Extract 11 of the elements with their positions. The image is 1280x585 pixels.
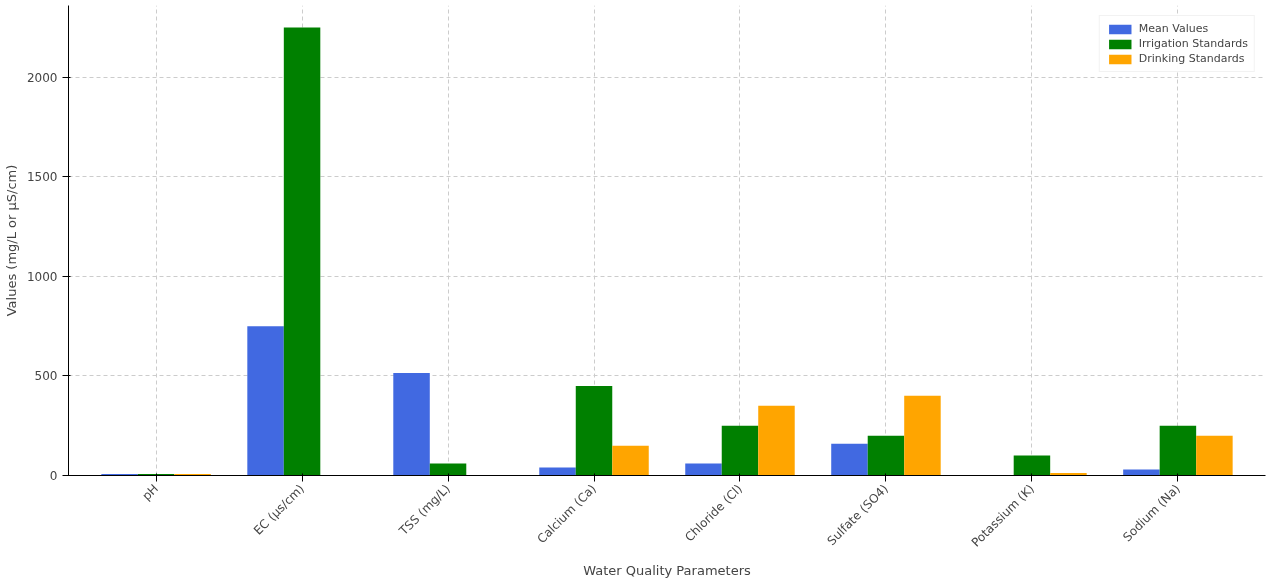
- y-tick-label: 0: [49, 469, 58, 483]
- legend-label: Drinking Standards: [1138, 52, 1245, 65]
- y-tick-label: 500: [34, 369, 58, 384]
- y-tick-label: 2000: [26, 70, 58, 85]
- x-axis-title: Water Quality Parameters: [583, 562, 751, 578]
- y-axis-title: Values (mg/L or µS/cm): [3, 164, 19, 317]
- y-tick-label: 1500: [26, 170, 58, 185]
- x-tick-label: pH: [139, 481, 162, 504]
- legend-label: Mean Values: [1138, 22, 1209, 35]
- legend-label: Irrigation Standards: [1138, 37, 1248, 50]
- y-tick-label: 1000: [26, 269, 58, 284]
